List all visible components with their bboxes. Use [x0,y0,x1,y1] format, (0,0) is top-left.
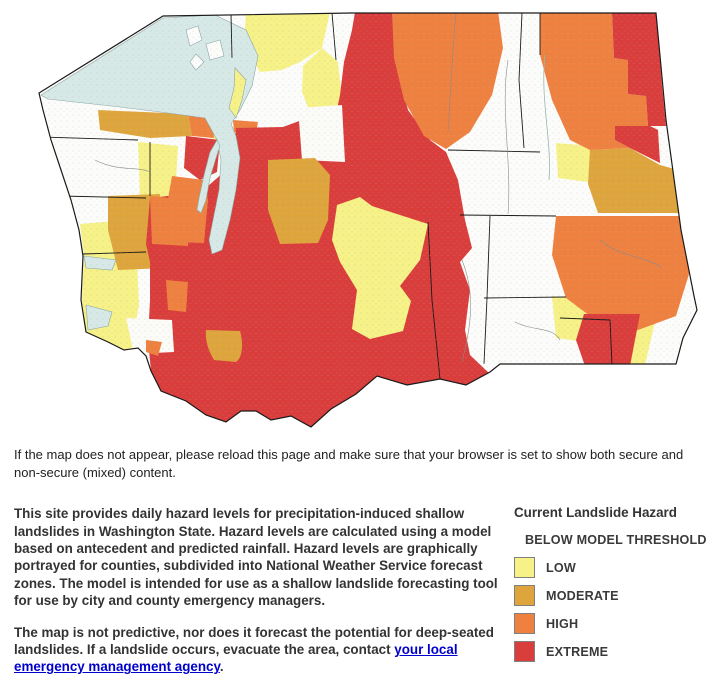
legend-item-moderate: MODERATE [514,585,698,607]
legend-swatch-low [514,557,535,579]
legend-swatch-extreme [514,641,535,663]
legend-label-moderate: MODERATE [546,588,619,603]
state-outline [38,12,698,428]
legend-label-extreme: EXTREME [546,644,609,659]
legend-label-low: LOW [546,560,576,575]
legend-label-high: HIGH [546,616,579,631]
hazard-map-svg [38,12,698,428]
legend-item-low: LOW [514,557,698,579]
intro-paragraph-2: The map is not predictive, nor does it f… [14,624,514,676]
intro-paragraph-1: This site provides daily hazard levels f… [14,506,498,609]
intro-text: This site provides daily hazard levels f… [14,505,514,676]
legend-swatch-moderate [514,585,535,607]
hazard-map [38,12,698,428]
legend-item-extreme: EXTREME [514,641,698,663]
legend-item-below-threshold: BELOW MODEL THRESHOLD [514,529,706,550]
hazard-legend: Current Landslide Hazard BELOW MODEL THR… [514,505,706,669]
terrain-texture [39,13,697,427]
legend-swatch-high [514,613,535,635]
mixed-content-notice: If the map does not appear, please reloa… [14,447,684,480]
content-row: This site provides daily hazard levels f… [14,505,706,676]
legend-title: Current Landslide Hazard [514,505,677,521]
legend-label-below-threshold: BELOW MODEL THRESHOLD [525,532,707,547]
intro-paragraph-2-suffix: . [219,659,224,675]
legend-item-high: HIGH [514,613,698,635]
